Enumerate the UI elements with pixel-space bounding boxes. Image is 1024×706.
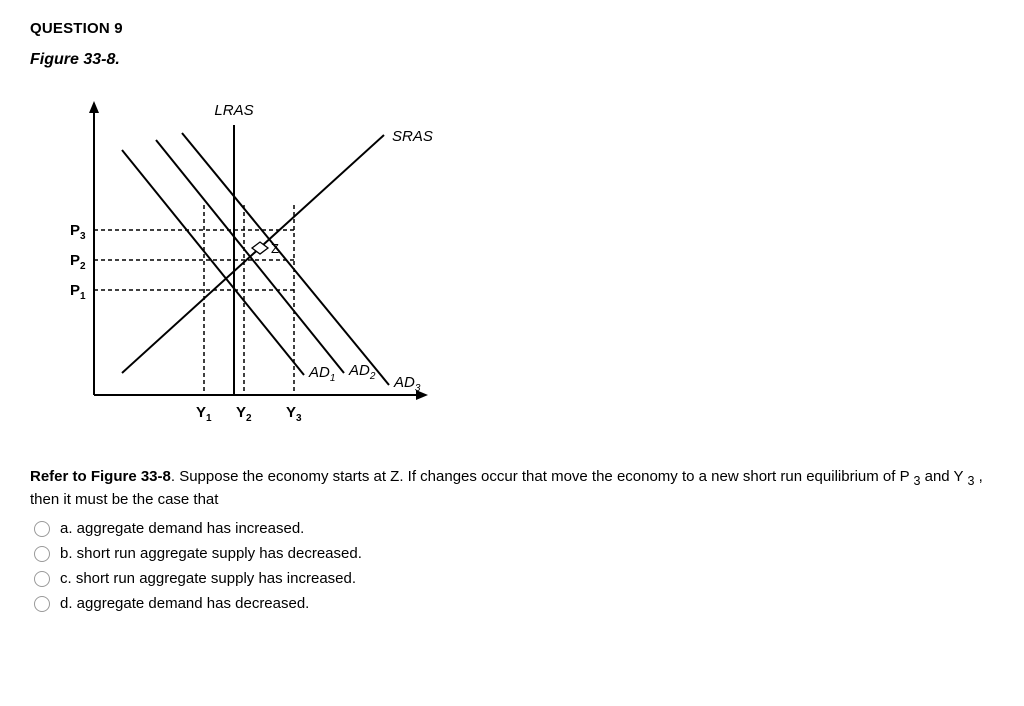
question-stem: Refer to Figure 33-8. Suppose the econom… [30,467,994,510]
option-label: c. short run aggregate supply has increa… [60,570,356,587]
option-label: b. short run aggregate supply has decrea… [60,545,362,562]
option-label: a. aggregate demand has increased. [60,520,304,537]
stem-part1: . Suppose the economy starts at Z. If ch… [171,468,914,485]
svg-text:Y3: Y3 [286,404,302,424]
option-row[interactable]: b. short run aggregate supply has decrea… [30,545,994,562]
figure-title: Figure 33-8. [30,51,994,69]
options-list: a. aggregate demand has increased. b. sho… [30,520,994,612]
svg-text:P3: P3 [70,222,86,242]
stem-bold: Refer to Figure 33-8 [30,468,171,485]
svg-text:P2: P2 [70,252,86,272]
option-row[interactable]: d. aggregate demand has decreased. [30,595,994,612]
stem-mid: and Y [920,468,967,485]
econ-graph-svg: LRASSRASAD1AD2AD3P3P2P1Y1Y2Y3Z [44,85,474,435]
svg-text:AD3: AD3 [393,374,421,394]
radio-button[interactable] [34,571,50,587]
option-row[interactable]: c. short run aggregate supply has increa… [30,570,994,587]
figure-graph: LRASSRASAD1AD2AD3P3P2P1Y1Y2Y3Z [44,85,994,439]
question-header: QUESTION 9 [30,20,994,37]
option-row[interactable]: a. aggregate demand has increased. [30,520,994,537]
option-label: d. aggregate demand has decreased. [60,595,309,612]
radio-button[interactable] [34,596,50,612]
svg-text:LRAS: LRAS [214,102,253,119]
svg-text:P1: P1 [70,282,86,302]
svg-text:Z: Z [271,241,279,256]
svg-text:SRAS: SRAS [392,128,433,145]
svg-text:Y1: Y1 [196,404,212,424]
svg-text:Y2: Y2 [236,404,252,424]
radio-button[interactable] [34,546,50,562]
svg-text:AD1: AD1 [308,364,335,384]
radio-button[interactable] [34,521,50,537]
